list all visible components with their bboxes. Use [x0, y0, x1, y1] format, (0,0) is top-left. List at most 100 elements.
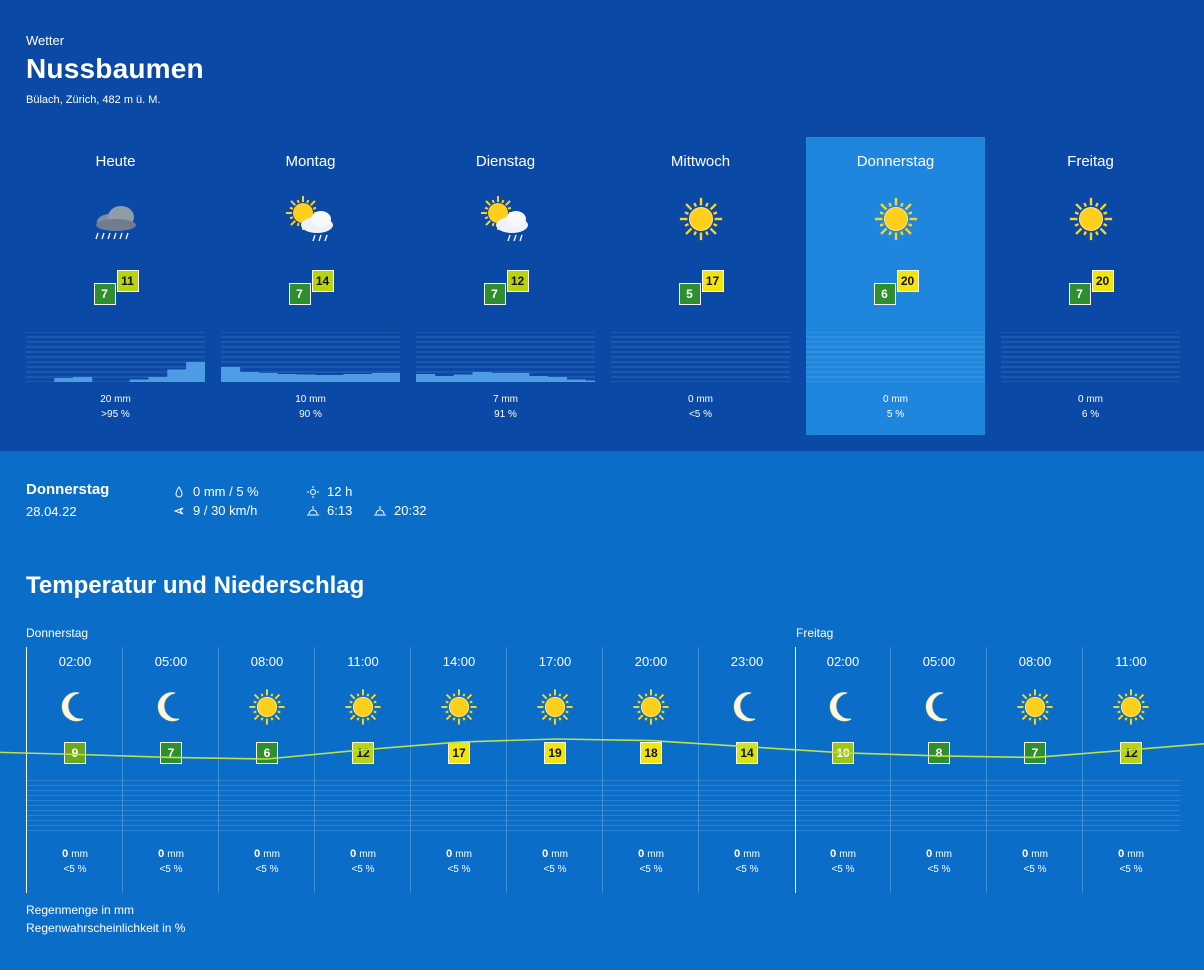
precip-amount: 0 mm	[1078, 394, 1103, 405]
precip-bar	[491, 373, 502, 382]
hour-rain-unit: mm	[455, 849, 472, 860]
day-name: Freitag	[1067, 153, 1114, 170]
temp-range: 6 20	[873, 270, 920, 306]
hour-time: 20:00	[634, 654, 668, 669]
hour-column: 23:00 14 0 mm <5 %	[699, 647, 795, 893]
precip-bar	[186, 362, 196, 382]
hour-rain-probability: <5 %	[159, 864, 183, 875]
hour-temp: 18	[640, 742, 662, 764]
hour-rain-value: 0	[734, 848, 741, 860]
precip-bar	[519, 373, 530, 382]
temp-max: 12	[506, 270, 529, 292]
moon-icon	[919, 687, 959, 727]
hour-rain-probability: <5 %	[63, 864, 87, 875]
temp-range: 7 20	[1068, 270, 1115, 306]
moon-icon	[727, 687, 767, 727]
precip-bar	[63, 378, 74, 382]
selected-day-date: 28.04.22	[26, 504, 77, 519]
rain-cloud-icon	[90, 195, 142, 243]
precip-probability: 5 %	[886, 409, 905, 420]
day-column-4[interactable]: Donnerstag 6 20 0 mm 5 %	[806, 137, 985, 435]
hour-rain-probability: <5 %	[447, 864, 471, 875]
precip-probability: 91 %	[494, 409, 517, 420]
legend-rain-probability: Regenwahrscheinlichkeit in %	[26, 921, 186, 935]
precip-bar	[472, 372, 483, 382]
hour-time: 05:00	[922, 654, 956, 669]
precip-bar	[324, 375, 335, 382]
legend-rain-amount: Regenmenge in mm	[26, 903, 135, 917]
sunshine-icon	[307, 486, 319, 498]
hour-rain-amount: 0 mm	[123, 848, 219, 860]
hour-column: 11:00 12 0 mm <5 %	[315, 647, 411, 893]
hour-time: 08:00	[250, 654, 284, 669]
hour-rain-amount: 0 mm	[795, 848, 891, 860]
hour-temp: 19	[544, 742, 566, 764]
precip-bar	[463, 374, 473, 382]
hour-rain-unit: mm	[167, 849, 184, 860]
hour-time: 23:00	[730, 654, 764, 669]
precip-bar	[425, 374, 436, 382]
precip-bar	[129, 379, 140, 382]
day-column-2[interactable]: Dienstag 7 12 7 mm 91 %	[416, 137, 595, 435]
day-divider	[795, 647, 796, 893]
day-column-1[interactable]: Montag 7 14 10 mm 90 %	[221, 137, 400, 435]
precip-bar	[230, 367, 241, 382]
day-name: Mittwoch	[670, 153, 731, 170]
sun-icon	[870, 195, 922, 243]
sun-icon	[535, 687, 575, 727]
precip-bar	[268, 373, 278, 382]
precip-bar	[286, 374, 297, 382]
day-name: Dienstag	[475, 153, 536, 170]
hour-rain-unit: mm	[1031, 849, 1048, 860]
hour-rain-probability: <5 %	[351, 864, 375, 875]
precip-bar	[315, 375, 325, 382]
precip-bar	[195, 362, 205, 382]
hour-rain-probability: <5 %	[735, 864, 759, 875]
hour-rain-amount: 0 mm	[219, 848, 315, 860]
hour-rain-probability: <5 %	[1023, 864, 1047, 875]
hour-time: 14:00	[442, 654, 476, 669]
section-label[interactable]: Wetter	[26, 33, 65, 48]
temp-max: 17	[701, 270, 724, 292]
hour-rain-amount: 0 mm	[507, 848, 603, 860]
temp-min: 7	[288, 283, 311, 305]
moon-icon	[55, 687, 95, 727]
precip-bar	[576, 379, 586, 382]
hour-temp: 10	[832, 742, 854, 764]
precip-bar	[343, 374, 354, 382]
moon-icon	[151, 687, 191, 727]
precip-bar	[305, 374, 316, 382]
temp-min: 7	[93, 283, 116, 305]
day-column-5[interactable]: Freitag 7 20 0 mm 6 %	[1001, 137, 1180, 435]
precip-bar	[390, 373, 400, 382]
hour-rain-amount: 0 mm	[1083, 848, 1179, 860]
day-column-0[interactable]: Heute 7 11 20 mm >95 %	[26, 137, 205, 435]
day-column-3[interactable]: Mittwoch 5 17 0 mm <5 %	[611, 137, 790, 435]
hour-rain-value: 0	[638, 848, 645, 860]
hour-rain-probability: <5 %	[639, 864, 663, 875]
precip-bar	[352, 374, 363, 382]
precip-amount: 0 mm	[883, 394, 908, 405]
hour-time: 08:00	[1018, 654, 1052, 669]
hour-rain-unit: mm	[1127, 849, 1144, 860]
selected-day-name: Donnerstag	[26, 481, 110, 498]
precip-bar	[176, 369, 187, 382]
sunshine-hours: 12 h	[327, 484, 353, 499]
precip-chart	[221, 332, 400, 382]
temp-min: 6	[873, 283, 896, 305]
hour-time: 17:00	[538, 654, 572, 669]
precip-probability: >95 %	[101, 409, 130, 420]
precip-bar	[371, 373, 382, 382]
hour-rain-value: 0	[158, 848, 165, 860]
precip-bar	[510, 373, 520, 382]
chart-title: Temperatur und Niederschlag	[26, 572, 365, 599]
hour-temp: 9	[64, 742, 86, 764]
sunset-icon	[374, 506, 386, 516]
sun-icon	[631, 687, 671, 727]
hour-rain-amount: 0 mm	[603, 848, 699, 860]
sun-icon	[1111, 687, 1151, 727]
precip-amount: 10 mm	[295, 394, 326, 405]
precip-bar	[296, 374, 307, 382]
precip-bar	[538, 376, 549, 382]
temp-min: 5	[678, 283, 701, 305]
